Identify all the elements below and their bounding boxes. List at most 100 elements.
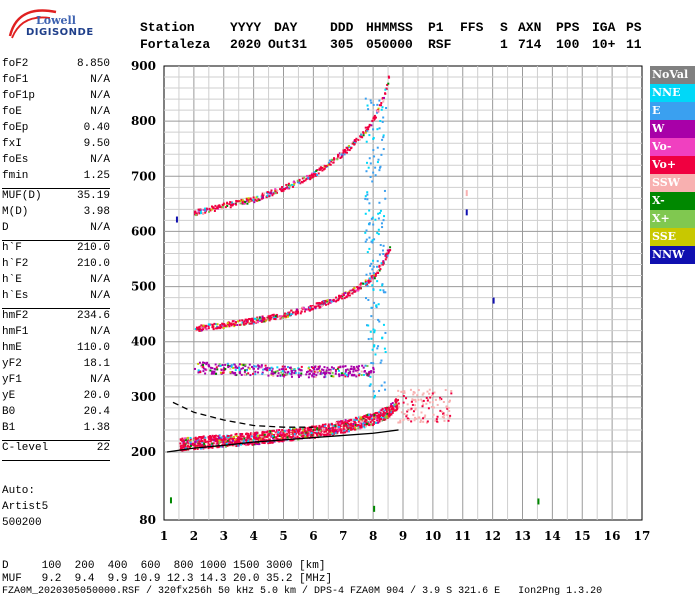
trace-point xyxy=(311,306,314,309)
trace-point xyxy=(396,406,399,409)
trace-point xyxy=(221,203,224,206)
trace-point xyxy=(318,366,321,369)
trace-point xyxy=(311,374,314,377)
trace-point xyxy=(244,437,247,440)
trace-point xyxy=(374,421,377,424)
trace-point xyxy=(376,414,379,417)
trace-point xyxy=(274,317,277,320)
trace-point xyxy=(357,138,360,141)
trace-point xyxy=(414,400,417,403)
trace-point xyxy=(209,435,212,438)
trace-point xyxy=(247,372,250,375)
trace-point xyxy=(242,439,245,442)
param-value: N/A xyxy=(90,326,110,338)
trace-point xyxy=(307,370,310,373)
trace-point xyxy=(284,315,287,318)
trace-point xyxy=(319,429,322,432)
trace-point xyxy=(249,438,252,441)
trace-point xyxy=(220,368,223,371)
header-value: 050000 xyxy=(366,37,413,52)
param-row: hmE 110.0 xyxy=(2,342,112,358)
trace-point xyxy=(419,421,422,424)
trace-point xyxy=(315,433,318,436)
trace-point xyxy=(229,206,232,209)
trace-point xyxy=(329,372,332,375)
trace-point xyxy=(307,308,310,311)
trace-point xyxy=(360,422,363,425)
param-row: C-level 22 xyxy=(2,442,112,458)
trace-point xyxy=(434,419,437,422)
trace-point xyxy=(305,174,308,177)
trace-point xyxy=(248,367,251,370)
trace-point xyxy=(297,310,300,313)
trace-point xyxy=(324,165,327,168)
trace-point xyxy=(351,373,354,376)
trace-point xyxy=(266,435,269,438)
trace-point xyxy=(208,207,211,210)
trace-point xyxy=(276,434,279,437)
trace-point xyxy=(272,373,275,376)
trace-point xyxy=(378,269,381,272)
trace-point xyxy=(310,370,313,373)
trace-point xyxy=(258,436,261,439)
trace-point xyxy=(195,438,198,441)
trace-point xyxy=(439,396,442,399)
trace-point xyxy=(316,428,319,431)
trace-point xyxy=(335,296,338,299)
trace-point xyxy=(233,372,236,375)
trace-point xyxy=(360,426,363,429)
param-label: fmin xyxy=(2,170,29,182)
trace-point xyxy=(239,200,242,203)
trace-point xyxy=(373,274,376,277)
trace-point xyxy=(260,197,263,200)
header-value: RSF xyxy=(428,37,452,52)
trace-point xyxy=(213,370,216,373)
trace-point xyxy=(333,157,336,160)
trace-point xyxy=(259,317,262,320)
trace-point xyxy=(213,209,216,212)
trace-point xyxy=(385,256,388,259)
trace-point xyxy=(382,418,385,421)
legend-item: E xyxy=(650,102,695,120)
trace-point xyxy=(394,403,397,406)
trace-point xyxy=(287,186,290,189)
trace-point xyxy=(189,446,192,449)
trace-point xyxy=(357,367,360,370)
trace-point xyxy=(370,240,373,243)
trace-point xyxy=(371,419,374,422)
trace-point xyxy=(210,208,213,211)
trace-point xyxy=(214,437,217,440)
trace-point xyxy=(366,161,369,164)
trace-point xyxy=(320,302,323,305)
trace-point xyxy=(327,368,330,371)
trace-point xyxy=(253,321,256,324)
trace-point xyxy=(221,205,224,208)
trace-point xyxy=(313,372,316,375)
trace-point xyxy=(207,435,210,438)
trace-point xyxy=(406,410,409,413)
trace-point xyxy=(322,369,325,372)
trace-point xyxy=(380,264,383,267)
trace-point xyxy=(255,196,258,199)
trace-point xyxy=(189,438,192,441)
trace-point xyxy=(212,207,215,210)
trace-point xyxy=(345,422,348,425)
trace-point xyxy=(286,315,289,318)
trace-point xyxy=(372,136,375,139)
trace-point xyxy=(348,426,351,429)
trace-point xyxy=(365,419,368,422)
trace-point xyxy=(299,428,302,431)
trace-point xyxy=(275,370,278,373)
trace-point xyxy=(362,132,365,135)
trace-point xyxy=(276,366,279,369)
trace-point xyxy=(376,146,379,149)
trace-point xyxy=(237,436,240,439)
trace-point xyxy=(222,438,225,441)
trace-point xyxy=(237,444,240,447)
trace-point xyxy=(300,369,303,372)
trace-point xyxy=(297,438,300,441)
param-label: hmF1 xyxy=(2,326,29,338)
trace-point xyxy=(303,430,306,433)
trace-point xyxy=(329,163,332,166)
trace-point xyxy=(194,445,197,448)
